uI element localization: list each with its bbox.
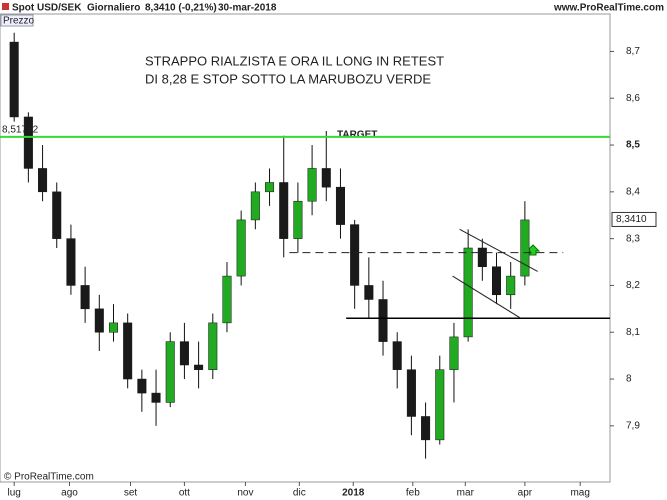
candle-body xyxy=(151,392,161,403)
candle-body xyxy=(52,191,62,239)
y-tick-label: 8,4 xyxy=(626,186,640,197)
candle-body xyxy=(477,247,487,267)
candle-body xyxy=(435,369,445,441)
y-tick-label: 8 xyxy=(626,374,632,385)
last-value-label: 8,3410 xyxy=(616,214,647,225)
icon xyxy=(2,3,9,10)
date: 30-mar-2018 xyxy=(218,3,277,14)
period: Giornaliero xyxy=(87,3,140,14)
panel-label: Prezzo xyxy=(3,16,35,27)
candle-body xyxy=(364,285,374,300)
candle-body xyxy=(506,275,516,296)
y-tick-label: 8,2 xyxy=(626,280,640,291)
candle-body xyxy=(279,182,289,239)
last-price: 8,3410 (-0,21%) xyxy=(145,3,217,14)
last-value-box xyxy=(611,211,657,227)
candle-body xyxy=(321,168,331,188)
y-tick-label: 8,6 xyxy=(626,93,640,104)
candle-body xyxy=(66,238,76,286)
candle-body xyxy=(392,341,402,370)
candle-body xyxy=(520,219,530,277)
candle-body xyxy=(137,378,147,394)
candle-body xyxy=(293,200,303,239)
candle-body xyxy=(421,416,431,441)
y-tick-label: 8,7 xyxy=(626,46,640,57)
candle-body xyxy=(208,322,218,370)
plot-area xyxy=(0,13,611,483)
candle-body xyxy=(250,191,260,221)
x-tick-label: 2018 xyxy=(342,488,365,499)
instrument: Spot USD/SEK xyxy=(12,3,82,14)
x-tick-label: mar xyxy=(457,488,475,499)
target-value-label: 8,51742 xyxy=(2,125,39,136)
candle-body xyxy=(165,341,175,403)
y-tick-label: 7,9 xyxy=(626,420,640,431)
candle-body xyxy=(80,285,90,310)
candle-body xyxy=(9,41,19,118)
candle-body xyxy=(449,336,459,370)
annotation-line xyxy=(459,228,538,272)
candle-body xyxy=(335,186,345,225)
x-tick-label: lug xyxy=(8,488,21,499)
annotation: STRAPPO RIALZISTA E ORA IL LONG IN RETES… xyxy=(145,53,444,68)
annotation: DI 8,28 E STOP SOTTO LA MARUBOZU VERDE xyxy=(145,71,431,86)
x-tick-label: dic xyxy=(293,488,306,499)
candle-body xyxy=(23,116,33,169)
x-tick-label: ott xyxy=(179,488,190,499)
candle-body xyxy=(236,219,246,277)
x-tick-label: nov xyxy=(237,488,253,499)
candle-body xyxy=(406,369,416,417)
x-tick-label: set xyxy=(124,488,138,499)
candle-body xyxy=(463,247,473,338)
source: www.ProRealTime.com xyxy=(553,3,664,14)
candle-body xyxy=(492,266,502,296)
x-tick-label: apr xyxy=(518,488,533,499)
candle-body xyxy=(265,182,275,193)
y-tick-label: 8,1 xyxy=(626,327,640,338)
annotation-line xyxy=(452,275,521,319)
y-tick-label: 8,3 xyxy=(626,233,640,244)
candle-body xyxy=(222,275,232,324)
target-label: TARGET xyxy=(337,130,377,141)
x-tick-label: ago xyxy=(61,488,78,499)
candle-body xyxy=(94,308,104,333)
candle-body xyxy=(350,224,360,286)
candle-body xyxy=(38,168,48,193)
candle-body xyxy=(179,341,189,366)
x-tick-label: feb xyxy=(406,488,420,499)
y-tick-label: 8,5 xyxy=(626,140,640,151)
candle-body xyxy=(378,299,388,342)
x-tick-label: mag xyxy=(570,488,589,499)
candle-body xyxy=(108,322,118,333)
candle-body xyxy=(194,364,204,370)
candle-body xyxy=(307,168,317,202)
copyright: © ProRealTime.com xyxy=(4,472,94,483)
candle-body xyxy=(123,322,133,380)
panel-tag xyxy=(0,14,34,27)
